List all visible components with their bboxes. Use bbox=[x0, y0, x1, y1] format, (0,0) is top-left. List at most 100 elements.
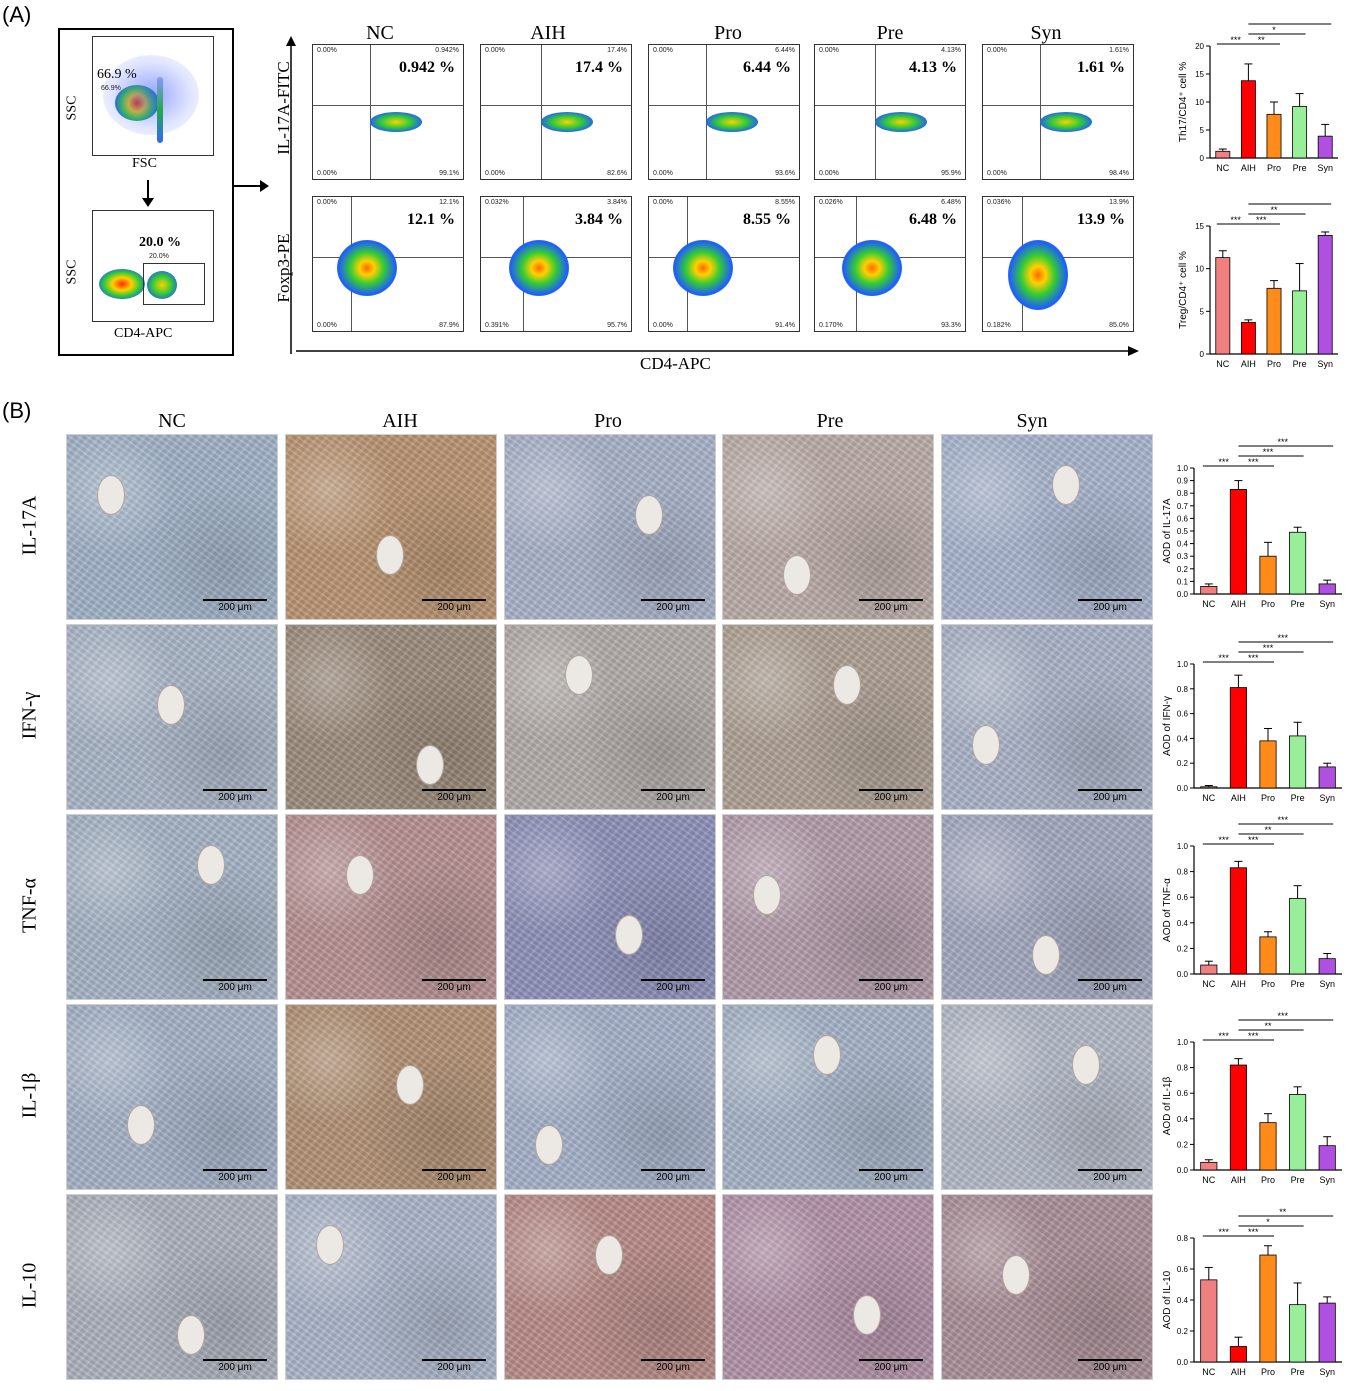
flow-plot-foxp3-pro: 8.55 % 0.00% 8.55% 0.00% 91.4% bbox=[648, 196, 800, 332]
gating-strategy-box bbox=[58, 28, 234, 356]
x-axis-label-cd4-apc: CD4-APC bbox=[640, 354, 711, 373]
y-tick-label: 1.0 bbox=[1177, 660, 1189, 669]
ihc-image-il1b-pro: 200 μm bbox=[504, 1004, 716, 1190]
gating-plot1-y-label: SSC bbox=[64, 95, 80, 121]
quadrant-value-lr: 98.4% bbox=[1109, 170, 1129, 177]
y-tick-label: 0.2 bbox=[1177, 1327, 1189, 1336]
scale-bar: 200 μm bbox=[1078, 1357, 1142, 1373]
quadrant-value-ul: 0.00% bbox=[317, 199, 337, 206]
blood-vessel bbox=[1032, 935, 1060, 975]
scale-bar-line bbox=[203, 789, 267, 791]
scale-bar: 200 μm bbox=[203, 977, 267, 993]
scale-bar: 200 μm bbox=[203, 787, 267, 803]
significance-label: * bbox=[1272, 25, 1276, 35]
quadrant-horizontal-line bbox=[983, 105, 1133, 107]
scale-bar-label: 200 μm bbox=[656, 792, 690, 803]
scale-bar-label: 200 μm bbox=[656, 982, 690, 993]
gating-down-arrow bbox=[142, 180, 154, 207]
y-tick-label: 0.8 bbox=[1177, 1234, 1189, 1243]
scale-bar: 200 μm bbox=[859, 1357, 923, 1373]
scale-bar-line bbox=[203, 1169, 267, 1171]
significance-label: *** bbox=[1248, 1031, 1259, 1041]
bar-pre bbox=[1292, 106, 1308, 159]
quadrant-value-ur: 3.84% bbox=[607, 199, 627, 206]
blood-vessel bbox=[376, 535, 404, 575]
ihc-image-il17a-pro: 200 μm bbox=[504, 434, 716, 620]
significance-label: *** bbox=[1263, 643, 1274, 653]
upper-right-percentage: 4.13 % bbox=[909, 59, 957, 76]
ihc-group-title-pro: Pro bbox=[594, 410, 622, 432]
y-tick-label: 0 bbox=[1200, 154, 1205, 163]
ihc-image-ifng-pro: 200 μm bbox=[504, 624, 716, 810]
quadrant-vertical-line bbox=[875, 45, 876, 179]
bar-pre bbox=[1289, 1094, 1307, 1171]
bar-syn bbox=[1317, 234, 1333, 355]
y-tick-label: 0.6 bbox=[1177, 514, 1189, 523]
cell-population bbox=[541, 112, 593, 132]
flow-plot-foxp3-aih: 3.84 % 0.032% 3.84% 0.391% 95.7% bbox=[480, 196, 632, 332]
scale-bar-label: 200 μm bbox=[218, 602, 252, 613]
bar-chart-aod-il10: 0.0 0.2 0.4 0.6 0.8 AOD of IL-10 NC AIH Pro Pre Sy… bbox=[1162, 1207, 1342, 1377]
y-tick-label: 0.8 bbox=[1177, 489, 1189, 498]
scale-bar: 200 μm bbox=[859, 597, 923, 613]
blood-vessel bbox=[783, 555, 811, 595]
scale-bar-line bbox=[859, 599, 923, 601]
significance-label: *** bbox=[1278, 815, 1289, 825]
scale-bar: 200 μm bbox=[859, 1167, 923, 1183]
scale-bar-label: 200 μm bbox=[1093, 602, 1127, 613]
cd4-gate bbox=[143, 263, 205, 305]
bar-nc bbox=[1200, 1279, 1218, 1363]
row-label-il17a-fitc: IL-17A-FITC bbox=[274, 61, 293, 155]
significance-label: ** bbox=[1279, 1207, 1287, 1217]
bar-syn bbox=[1318, 958, 1336, 975]
quadrant-value-lr: 87.9% bbox=[439, 322, 459, 329]
group-title-pre: Pre bbox=[876, 22, 904, 44]
bar-nc bbox=[1215, 150, 1231, 159]
ihc-group-title-pre: Pre bbox=[816, 410, 844, 432]
quadrant-value-ul: 0.00% bbox=[317, 47, 337, 54]
ihc-image-tnfa-pro: 200 μm bbox=[504, 814, 716, 1000]
y-tick-label: 0.7 bbox=[1177, 502, 1189, 511]
scale-bar-line bbox=[422, 1359, 486, 1361]
scale-bar-line bbox=[422, 789, 486, 791]
significance-label: ** bbox=[1264, 825, 1272, 835]
bar-pre bbox=[1289, 735, 1307, 789]
bar-pro bbox=[1266, 113, 1282, 159]
scale-bar-label: 200 μm bbox=[656, 1362, 690, 1373]
bar-chart-aod-ifng: 0.0 0.2 0.4 0.6 0.8 1.0 AOD of IFN-γ NC AIH Pro Pr… bbox=[1162, 633, 1342, 803]
quadrant-value-lr: 99.1% bbox=[439, 170, 459, 177]
upper-right-percentage: 6.44 % bbox=[743, 59, 791, 76]
scale-bar: 200 μm bbox=[203, 597, 267, 613]
y-tick-label: 15 bbox=[1195, 70, 1204, 79]
gating-plot1-x-label: FSC bbox=[132, 156, 157, 171]
y-tick-label: 0.6 bbox=[1177, 1265, 1189, 1274]
scale-bar-label: 200 μm bbox=[1093, 982, 1127, 993]
scale-bar-label: 200 μm bbox=[874, 602, 908, 613]
scale-bar: 200 μm bbox=[1078, 787, 1142, 803]
cell-population bbox=[841, 239, 902, 296]
x-tick-label-syn: Syn bbox=[1319, 1175, 1335, 1185]
bar-aih bbox=[1229, 867, 1247, 975]
y-tick-label: 0.4 bbox=[1177, 1115, 1189, 1124]
quadrant-value-lr: 85.0% bbox=[1109, 322, 1129, 329]
y-tick-label: 0.2 bbox=[1177, 759, 1189, 768]
blood-vessel bbox=[346, 855, 374, 895]
y-axis-label: Th17/CD4⁺ cell % bbox=[1178, 62, 1189, 142]
scale-bar: 200 μm bbox=[641, 1357, 705, 1373]
ihc-group-title-aih: AIH bbox=[382, 410, 418, 432]
bar-syn bbox=[1318, 766, 1336, 789]
flow-plot-il17a-aih: 17.4 % 0.00% 17.4% 0.00% 82.6% bbox=[480, 44, 632, 180]
scale-bar-line bbox=[422, 1169, 486, 1171]
y-tick-label: 0.8 bbox=[1177, 685, 1189, 694]
bar-pre bbox=[1289, 1304, 1307, 1363]
scale-bar-label: 200 μm bbox=[656, 1172, 690, 1183]
quadrant-value-lr: 93.3% bbox=[941, 322, 961, 329]
y-tick-label: 0.6 bbox=[1177, 710, 1189, 719]
ihc-image-il10-nc: 200 μm bbox=[66, 1194, 278, 1380]
scale-bar: 200 μm bbox=[1078, 1167, 1142, 1183]
y-tick-label: 5 bbox=[1200, 126, 1205, 135]
x-tick-label-pro: Pro bbox=[1261, 979, 1275, 989]
cell-population bbox=[875, 112, 927, 132]
upper-right-percentage: 17.4 % bbox=[575, 59, 623, 76]
